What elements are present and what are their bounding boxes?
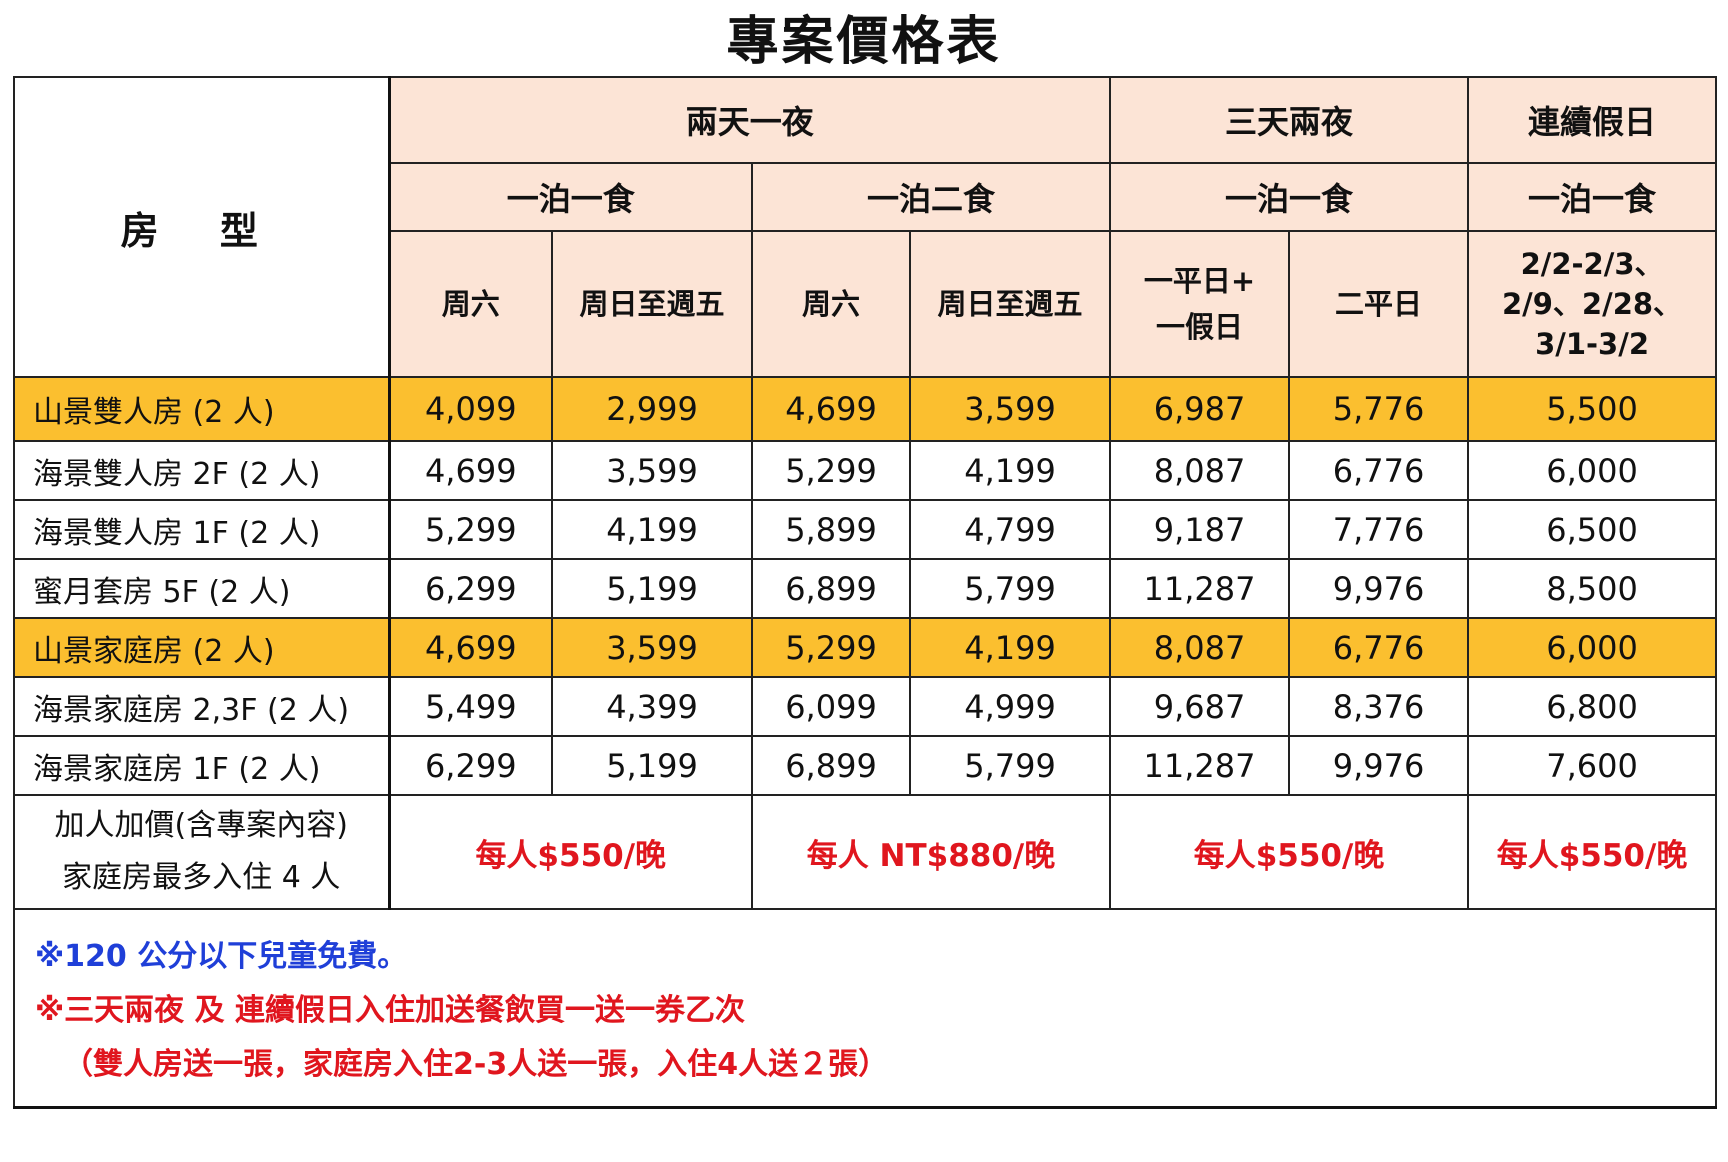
room-type-header: 房 型 <box>13 76 390 378</box>
day-header-sun-fri: 周日至週五 <box>551 230 753 378</box>
price-cell: 9,976 <box>1288 735 1470 796</box>
price-cell: 5,299 <box>751 617 911 678</box>
price-cell: 4,699 <box>387 617 553 678</box>
extra-price-4: 每人$550/晚 <box>1467 794 1718 910</box>
room-name: 蜜月套房 5F (2 人) <box>13 558 390 619</box>
room-name: 海景雙人房 1F (2 人) <box>13 499 390 560</box>
room-name: 山景家庭房 (2 人) <box>13 617 390 678</box>
price-cell: 11,287 <box>1109 735 1291 796</box>
day-header-weekdays: 二平日 <box>1288 230 1470 378</box>
price-cell: 11,287 <box>1109 558 1291 619</box>
price-cell: 9,687 <box>1109 676 1291 737</box>
extra-label-line1: 加人加價(含專案內容) <box>54 808 348 843</box>
price-cell: 5,799 <box>908 735 1112 796</box>
table-row: 海景家庭房 2,3F (2 人) 5,499 4,399 6,099 4,999 9,68… <box>13 676 1718 737</box>
price-cell: 4,199 <box>908 440 1112 501</box>
meal-header-1: 一泊一食 <box>387 162 753 232</box>
price-cell: 6,899 <box>751 735 911 796</box>
price-cell: 8,376 <box>1288 676 1470 737</box>
price-cell: 6,500 <box>1467 499 1718 560</box>
day-header-mixed: 一平日+ 一假日 <box>1109 230 1291 378</box>
price-cell: 3,599 <box>551 440 753 501</box>
meal-header-2: 一泊二食 <box>750 162 1112 232</box>
day-header-sat: 周六 <box>387 230 553 378</box>
price-cell: 4,199 <box>908 617 1112 678</box>
extra-price-2: 每人 NT$880/晚 <box>750 794 1112 910</box>
extra-price-1: 每人$550/晚 <box>387 794 753 910</box>
note-children-free: ※120 公分以下兒童免費。 <box>35 939 408 974</box>
day-header-dates: 2/2-2/3、 2/9、2/28、 3/1-3/2 <box>1467 230 1718 378</box>
price-cell: 5,776 <box>1288 376 1470 442</box>
price-cell: 5,899 <box>751 499 911 560</box>
price-cell: 9,976 <box>1288 558 1470 619</box>
room-name: 海景家庭房 1F (2 人) <box>13 735 390 796</box>
price-cell: 6,776 <box>1288 617 1470 678</box>
table-row: 山景雙人房 (2 人) 4,099 2,999 4,699 3,599 6,987 5,77… <box>13 376 1718 442</box>
meal-header-3: 一泊一食 <box>1109 162 1470 232</box>
notes-block: ※120 公分以下兒童免費。 ※三天兩夜 及 連續假日入住加送餐飲買一送一券乙次… <box>12 908 1718 1109</box>
price-cell: 8,087 <box>1109 617 1291 678</box>
price-cell: 9,187 <box>1109 499 1291 560</box>
table-row: 海景雙人房 1F (2 人) 5,299 4,199 5,899 4,799 9,187 7… <box>13 499 1718 560</box>
table-header: 房 型 兩天一夜 三天兩夜 連續假日 一泊一食 一泊二食 一泊一食 一泊一食 周… <box>13 76 1718 378</box>
price-rows: 山景雙人房 (2 人) 4,099 2,999 4,699 3,599 6,987 5,77… <box>13 376 1718 796</box>
price-cell: 4,399 <box>551 676 753 737</box>
group-header-holiday: 連續假日 <box>1467 76 1718 164</box>
price-cell: 6,800 <box>1467 676 1718 737</box>
price-cell: 2,999 <box>551 376 753 442</box>
group-header-two-days: 兩天一夜 <box>387 76 1112 164</box>
price-cell: 6,000 <box>1467 617 1718 678</box>
extra-person-label: 加人加價(含專案內容) 家庭房最多入住 4 人 <box>13 794 390 910</box>
price-cell: 4,199 <box>551 499 753 560</box>
price-cell: 4,799 <box>908 499 1112 560</box>
price-cell: 6,776 <box>1288 440 1470 501</box>
price-cell: 4,999 <box>908 676 1112 737</box>
extra-price-3: 每人$550/晚 <box>1109 794 1470 910</box>
extra-label-line2: 家庭房最多入住 4 人 <box>62 860 341 895</box>
price-cell: 7,776 <box>1288 499 1470 560</box>
price-cell: 4,099 <box>387 376 553 442</box>
room-name: 山景雙人房 (2 人) <box>13 376 390 442</box>
price-cell: 4,699 <box>387 440 553 501</box>
price-cell: 5,799 <box>908 558 1112 619</box>
price-cell: 5,199 <box>551 558 753 619</box>
day-header-sun-fri-2: 周日至週五 <box>908 230 1112 378</box>
table-row: 海景家庭房 1F (2 人) 6,299 5,199 6,899 5,799 11,287… <box>13 735 1718 796</box>
price-cell: 8,087 <box>1109 440 1291 501</box>
price-cell: 8,500 <box>1467 558 1718 619</box>
table-footer: 加人加價(含專案內容) 家庭房最多入住 4 人 每人$550/晚 每人 NT$8… <box>12 794 1718 1109</box>
price-cell: 5,500 <box>1467 376 1718 442</box>
price-table: 房 型 兩天一夜 三天兩夜 連續假日 一泊一食 一泊二食 一泊一食 一泊一食 周… <box>12 76 1718 1109</box>
note-voucher: ※三天兩夜 及 連續假日入住加送餐飲買一送一券乙次 <box>35 993 746 1028</box>
note-voucher-detail: （雙人房送一張，家庭房入住2-3人送一張，入住4人送２張） <box>63 1047 889 1082</box>
price-cell: 4,699 <box>751 376 911 442</box>
table-row: 山景家庭房 (2 人) 4,699 3,599 5,299 4,199 8,087 6,77… <box>13 617 1718 678</box>
group-header-three-days: 三天兩夜 <box>1109 76 1470 164</box>
price-cell: 6,099 <box>751 676 911 737</box>
room-name: 海景雙人房 2F (2 人) <box>13 440 390 501</box>
price-cell: 3,599 <box>551 617 753 678</box>
price-cell: 7,600 <box>1467 735 1718 796</box>
price-cell: 6,299 <box>387 558 553 619</box>
price-cell: 5,299 <box>387 499 553 560</box>
table-row: 蜜月套房 5F (2 人) 6,299 5,199 6,899 5,799 11,287 9… <box>13 558 1718 619</box>
meal-header-4: 一泊一食 <box>1467 162 1718 232</box>
price-cell: 6,899 <box>751 558 911 619</box>
page-title: 專案價格表 <box>726 12 1002 72</box>
price-cell: 5,199 <box>551 735 753 796</box>
price-cell: 6,000 <box>1467 440 1718 501</box>
table-row: 海景雙人房 2F (2 人) 4,699 3,599 5,299 4,199 8,087 6… <box>13 440 1718 501</box>
price-cell: 5,499 <box>387 676 553 737</box>
price-cell: 5,299 <box>751 440 911 501</box>
room-name: 海景家庭房 2,3F (2 人) <box>13 676 390 737</box>
price-cell: 3,599 <box>908 376 1112 442</box>
day-header-sat-2: 周六 <box>751 230 911 378</box>
price-cell: 6,987 <box>1109 376 1291 442</box>
price-cell: 6,299 <box>387 735 553 796</box>
